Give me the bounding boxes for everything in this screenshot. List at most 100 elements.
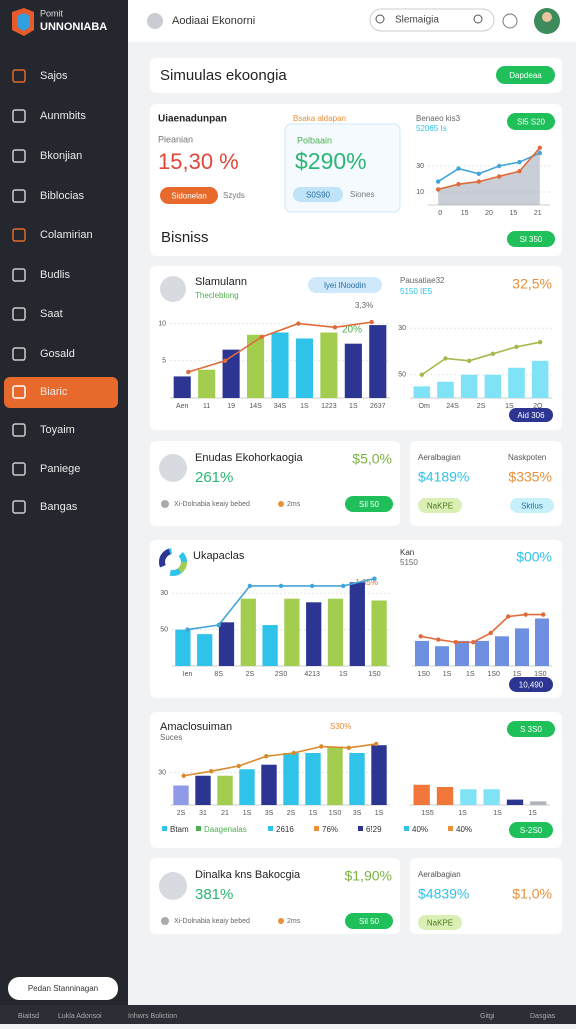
- button[interactable]: [418, 915, 462, 930]
- tag: Bsaka aldapan: [293, 114, 346, 123]
- button[interactable]: [509, 408, 553, 422]
- legend-text: Btam: [170, 825, 189, 834]
- nav-icon: [12, 228, 26, 242]
- nav-item[interactable]: Gosald: [40, 348, 75, 360]
- button[interactable]: [510, 498, 554, 513]
- point: [346, 745, 351, 750]
- button[interactable]: [507, 721, 555, 737]
- nav-icon: [12, 69, 26, 83]
- x-tick-label: 1S: [309, 810, 318, 817]
- nav-icon: [12, 268, 26, 282]
- button-label[interactable]: S0S90: [306, 191, 331, 200]
- card-title: Dinalka kns Bakocgia: [195, 869, 301, 881]
- button[interactable]: [509, 822, 553, 838]
- button-label[interactable]: Sidonelan: [171, 192, 207, 201]
- legend-swatch: [196, 826, 201, 831]
- nav-item[interactable]: Bkonjian: [40, 150, 82, 162]
- label: Aeralbagian: [418, 453, 461, 462]
- bar: [530, 801, 547, 805]
- x-tick-label: 1S: [505, 403, 514, 410]
- nav-item[interactable]: Budlis: [40, 269, 70, 281]
- point: [247, 583, 253, 589]
- bar: [535, 618, 549, 666]
- legend-dot: [161, 500, 169, 508]
- nav-item[interactable]: Sajos: [40, 70, 68, 82]
- line: [421, 341, 541, 376]
- legend-text: 40%: [412, 825, 428, 834]
- bar: [531, 360, 549, 398]
- bar: [175, 629, 191, 666]
- annotation: 1,35%: [355, 578, 378, 587]
- nav-item[interactable]: Saat: [40, 308, 63, 320]
- nav-item[interactable]: Bangas: [40, 501, 78, 513]
- button[interactable]: [293, 187, 343, 202]
- label: Szyds: [223, 191, 245, 200]
- bar: [413, 784, 430, 805]
- point: [369, 319, 374, 325]
- legend-text: Xi-Dolnabia keaiy bebed: [174, 918, 250, 925]
- button-label[interactable]: Sl5 S20: [517, 118, 546, 127]
- bar: [283, 753, 299, 805]
- button[interactable]: [345, 496, 393, 512]
- button[interactable]: [507, 231, 555, 247]
- x-tick-label: 1S5: [421, 810, 434, 817]
- search-text: Slemaigia: [395, 15, 439, 26]
- button-label[interactable]: Pedan Stanninagan: [28, 984, 98, 993]
- nav-item[interactable]: Colamirian: [40, 229, 93, 241]
- button[interactable]: [509, 677, 553, 692]
- label: Kan: [400, 548, 414, 557]
- button[interactable]: [418, 498, 462, 513]
- button[interactable]: [496, 66, 555, 84]
- bar: [415, 640, 429, 666]
- button[interactable]: [308, 277, 382, 293]
- annotation: 3,3%: [355, 301, 373, 310]
- page-title: Aodiaai Ekonorni: [172, 15, 255, 27]
- card: [150, 441, 400, 526]
- label: Thecleblong: [195, 291, 239, 300]
- nav-item[interactable]: Biaric: [40, 386, 68, 398]
- sidebar-button[interactable]: [8, 977, 118, 1000]
- brand: Pomit: [40, 8, 64, 18]
- legend-text: 2616: [276, 825, 294, 834]
- search-box[interactable]: [369, 8, 495, 32]
- point: [490, 351, 496, 357]
- button-label[interactable]: Dapdeaa: [509, 71, 542, 80]
- button-label[interactable]: S-2S0: [520, 826, 543, 835]
- point: [537, 145, 543, 150]
- close-button[interactable]: [147, 13, 163, 29]
- button-label[interactable]: lyei INoodin: [324, 281, 366, 290]
- x-tick-label: 1S: [513, 671, 522, 678]
- search-icon: [375, 14, 385, 24]
- button-label[interactable]: Sil 50: [359, 500, 380, 509]
- button-label[interactable]: 10,490: [519, 681, 544, 690]
- button[interactable]: [507, 113, 555, 130]
- x-tick-label: 1S: [528, 810, 537, 817]
- button-label[interactable]: NaKPE: [427, 502, 453, 511]
- nav-item[interactable]: Toyaim: [40, 424, 75, 436]
- point: [436, 637, 441, 642]
- x-tick-label: 2S: [246, 671, 255, 678]
- button-label[interactable]: Sl 350: [520, 235, 543, 244]
- button[interactable]: [345, 913, 393, 929]
- nav-icon: [12, 189, 26, 203]
- settings-icon[interactable]: [502, 13, 518, 29]
- x-tick-label: 2S: [177, 810, 186, 817]
- x-tick-label: 21: [221, 810, 229, 817]
- bar: [349, 753, 365, 805]
- nav-icon: [12, 462, 26, 476]
- button[interactable]: [160, 187, 218, 204]
- point: [264, 754, 269, 759]
- button-label[interactable]: Aid 306: [517, 411, 545, 420]
- nav-item[interactable]: Aunmbits: [40, 110, 86, 122]
- button-label[interactable]: Sil 50: [359, 917, 380, 926]
- x-tick-label: 1S0: [487, 671, 500, 678]
- point: [541, 612, 546, 617]
- y-tick-label: 50: [398, 372, 406, 379]
- footer-text: Dasgias: [530, 1013, 556, 1020]
- button-label[interactable]: S 3S0: [520, 725, 542, 734]
- nav-item[interactable]: Biblocias: [40, 190, 85, 202]
- button-label[interactable]: Sktlus: [521, 502, 543, 511]
- label: Naskpoten: [508, 453, 546, 462]
- button-label[interactable]: NaKPE: [427, 919, 453, 928]
- nav-item[interactable]: Paniege: [40, 463, 80, 475]
